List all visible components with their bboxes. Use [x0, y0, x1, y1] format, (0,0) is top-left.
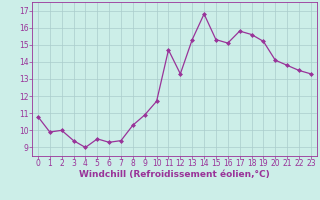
X-axis label: Windchill (Refroidissement éolien,°C): Windchill (Refroidissement éolien,°C) — [79, 170, 270, 179]
